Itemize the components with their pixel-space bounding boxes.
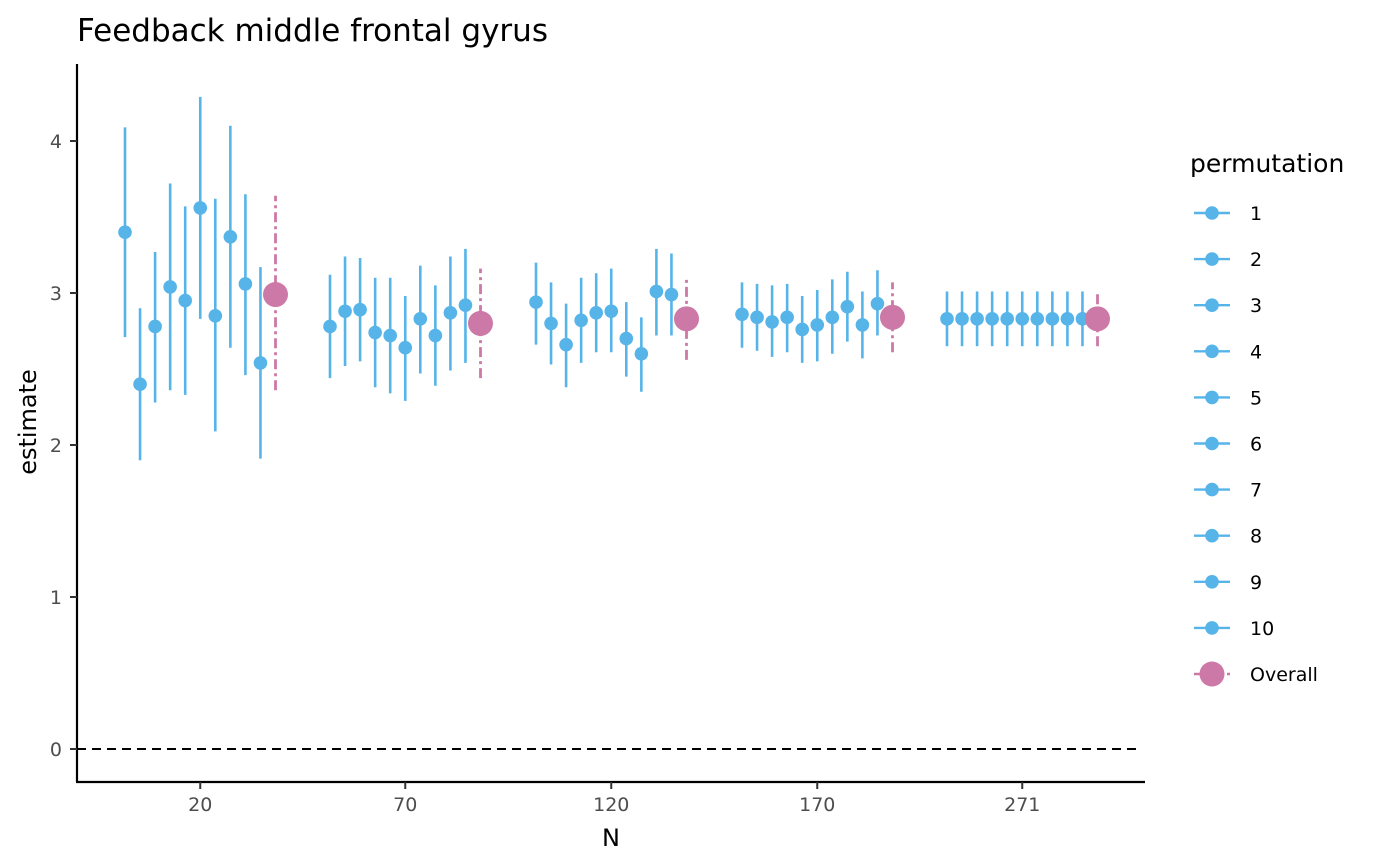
x-axis-ticks: 20 70 120 170 271 (188, 782, 1040, 816)
point-N271-perm7 (1030, 312, 1045, 326)
point-N70-perm2 (338, 304, 352, 319)
y-tick-label-2: 2 (50, 435, 62, 457)
legend-label-4: 4 (1250, 341, 1262, 363)
point-N20-perm6 (193, 201, 208, 215)
legend-key-point-10 (1205, 621, 1219, 635)
point-N120-perm10 (664, 287, 679, 302)
point-N70-perm5 (383, 328, 398, 343)
y-axis-title: estimate (14, 369, 42, 475)
point-N170-perm8 (840, 299, 855, 314)
point-N271-perm9 (1060, 312, 1075, 326)
y-tick-label-1: 1 (50, 587, 62, 609)
point-N120-perm8 (634, 347, 649, 361)
legend-label-3: 3 (1250, 295, 1262, 317)
point-N120-perm9 (649, 284, 664, 299)
legend-key-point-5 (1205, 390, 1219, 405)
point-N20-perm2 (133, 377, 147, 392)
point-N170-perm5 (795, 322, 809, 337)
legend: permutation 1 2 3 4 5 6 7 8 9 10 Overall (1190, 149, 1344, 687)
x-tick-label-120: 120 (593, 794, 629, 816)
point-N170-perm10 (870, 296, 885, 311)
legend-label-7: 7 (1250, 480, 1262, 502)
legend-key-point-7 (1205, 482, 1219, 497)
legend-title: permutation (1190, 149, 1344, 178)
y-axis-ticks: 0 1 2 3 4 (50, 131, 77, 761)
point-N20-overall (263, 282, 288, 308)
point-N120-overall (674, 306, 699, 332)
point-N70-perm7 (413, 312, 428, 326)
point-N120-perm7 (619, 331, 634, 346)
legend-label-10: 10 (1250, 618, 1274, 640)
legend-key-point-9 (1205, 575, 1219, 589)
point-N70-perm9 (443, 305, 458, 320)
point-N20-perm7 (208, 309, 223, 323)
point-N170-perm6 (810, 318, 825, 332)
legend-key-point-3 (1205, 298, 1219, 313)
point-N120-perm2 (544, 316, 558, 331)
point-N170-perm7 (825, 310, 840, 325)
point-N70-perm6 (398, 340, 413, 355)
point-N20-perm10 (253, 356, 268, 370)
point-N70-perm1 (323, 319, 337, 334)
y-tick-label-0: 0 (50, 739, 62, 761)
point-N271-overall (1085, 306, 1110, 332)
point-N70-overall (468, 310, 493, 336)
point-N271-perm1 (940, 312, 954, 326)
point-N20-perm5 (178, 293, 192, 308)
chart-title: Feedback middle frontal gyrus (77, 13, 548, 49)
point-N271-perm4 (985, 312, 999, 326)
y-tick-label-3: 3 (50, 283, 62, 305)
legend-key-point-2 (1205, 252, 1219, 266)
point-N120-perm1 (529, 295, 543, 309)
point-N271-perm8 (1045, 312, 1060, 326)
legend-label-1: 1 (1250, 203, 1262, 225)
point-N70-perm4 (368, 325, 382, 340)
point-N70-perm3 (353, 302, 367, 317)
point-N20-perm1 (118, 225, 132, 239)
x-tick-label-70: 70 (393, 794, 417, 816)
point-N20-perm3 (148, 319, 162, 334)
point-N170-perm2 (750, 310, 764, 325)
point-N120-perm3 (559, 337, 573, 352)
legend-label-8: 8 (1250, 526, 1262, 548)
point-N271-perm5 (1000, 312, 1014, 326)
point-N170-perm1 (735, 307, 749, 322)
point-N271-perm6 (1015, 312, 1030, 326)
y-tick-label-4: 4 (50, 131, 62, 153)
point-N120-perm4 (574, 313, 588, 328)
legend-key-point-Overall (1199, 661, 1225, 687)
point-N170-perm9 (855, 318, 870, 332)
point-N70-perm8 (428, 328, 443, 343)
plot-area (77, 96, 1138, 750)
legend-key-point-1 (1205, 206, 1219, 220)
x-tick-label-271: 271 (1004, 794, 1040, 816)
point-N170-perm3 (765, 315, 779, 329)
point-N70-perm10 (458, 298, 473, 312)
point-N20-perm4 (163, 280, 177, 294)
x-tick-label-170: 170 (799, 794, 835, 816)
legend-label-Overall: Overall (1250, 664, 1318, 686)
point-N20-perm8 (223, 229, 238, 244)
legend-label-5: 5 (1250, 387, 1262, 409)
x-axis-title: N (602, 824, 620, 852)
x-tick-label-20: 20 (188, 794, 212, 816)
point-N271-perm2 (955, 312, 969, 326)
legend-label-6: 6 (1250, 434, 1262, 456)
legend-label-9: 9 (1250, 572, 1262, 594)
point-N170-overall (880, 304, 905, 330)
point-N120-perm5 (589, 305, 603, 320)
point-N20-perm9 (238, 277, 253, 291)
legend-label-2: 2 (1250, 249, 1262, 271)
point-N170-perm4 (780, 310, 794, 325)
point-N271-perm3 (970, 312, 984, 326)
legend-key-point-4 (1205, 344, 1219, 359)
point-N120-perm6 (604, 304, 619, 319)
legend-key-point-6 (1205, 436, 1219, 451)
legend-key-point-8 (1205, 528, 1219, 543)
